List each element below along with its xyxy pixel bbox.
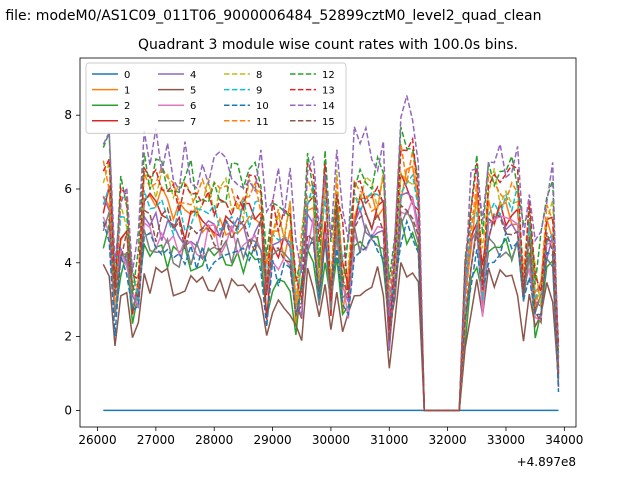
y-tick-label: 6 (64, 182, 72, 196)
figure-suptitle: n file: modeM0/AS1C09_011T06_9000006484_… (0, 8, 541, 24)
x-axis-offset-label: +4.897e8 (517, 455, 576, 469)
series-line-14 (102, 95, 560, 412)
y-tick-label: 4 (64, 256, 72, 270)
legend-label-2: 2 (124, 101, 130, 112)
legend-label-9: 9 (256, 86, 262, 97)
legend-label-6: 6 (190, 101, 196, 112)
chart-title: Quadrant 3 module wise count rates with … (138, 37, 518, 53)
legend-label-10: 10 (256, 101, 269, 112)
legend-label-7: 7 (190, 117, 196, 128)
series-line-13 (102, 136, 560, 412)
x-tick-label: 28000 (195, 433, 233, 447)
y-tick-label: 8 (64, 108, 72, 122)
legend-box (85, 62, 347, 134)
x-tick-label: 30000 (312, 433, 350, 447)
x-tick-label: 29000 (253, 433, 291, 447)
axes-frame (79, 57, 577, 428)
x-tick-label: 32000 (429, 433, 467, 447)
legend-label-5: 5 (190, 86, 196, 97)
legend-label-0: 0 (124, 70, 130, 81)
legend-label-3: 3 (124, 117, 130, 128)
legend-label-14: 14 (322, 101, 335, 112)
series-line-12 (102, 127, 560, 412)
series-lines (102, 95, 560, 412)
legend-label-11: 11 (256, 117, 269, 128)
y-tick-label: 0 (64, 403, 72, 417)
x-tick-label: 31000 (370, 433, 408, 447)
legend-label-12: 12 (322, 70, 335, 81)
legend-label-13: 13 (322, 86, 335, 97)
x-tick-label: 34000 (545, 433, 583, 447)
legend-label-8: 8 (256, 70, 262, 81)
y-tick-label: 2 (64, 330, 72, 344)
series-line-8 (102, 161, 560, 412)
legend-label-15: 15 (322, 117, 335, 128)
series-line-3 (102, 173, 560, 412)
x-axis-ticks: 26000 27000 28000 29000 30000 31000 32000 33000… (78, 427, 583, 447)
axes-spine (79, 57, 577, 428)
series-line-15 (102, 203, 560, 412)
x-tick-label: 27000 (137, 433, 175, 447)
x-tick-label: 33000 (487, 433, 525, 447)
legend-label-1: 1 (124, 86, 130, 97)
x-tick-label: 26000 (78, 433, 116, 447)
legend-label-4: 4 (190, 70, 196, 81)
series-line-9 (102, 173, 560, 412)
y-axis-ticks: 0 2 4 6 8 (64, 108, 80, 417)
